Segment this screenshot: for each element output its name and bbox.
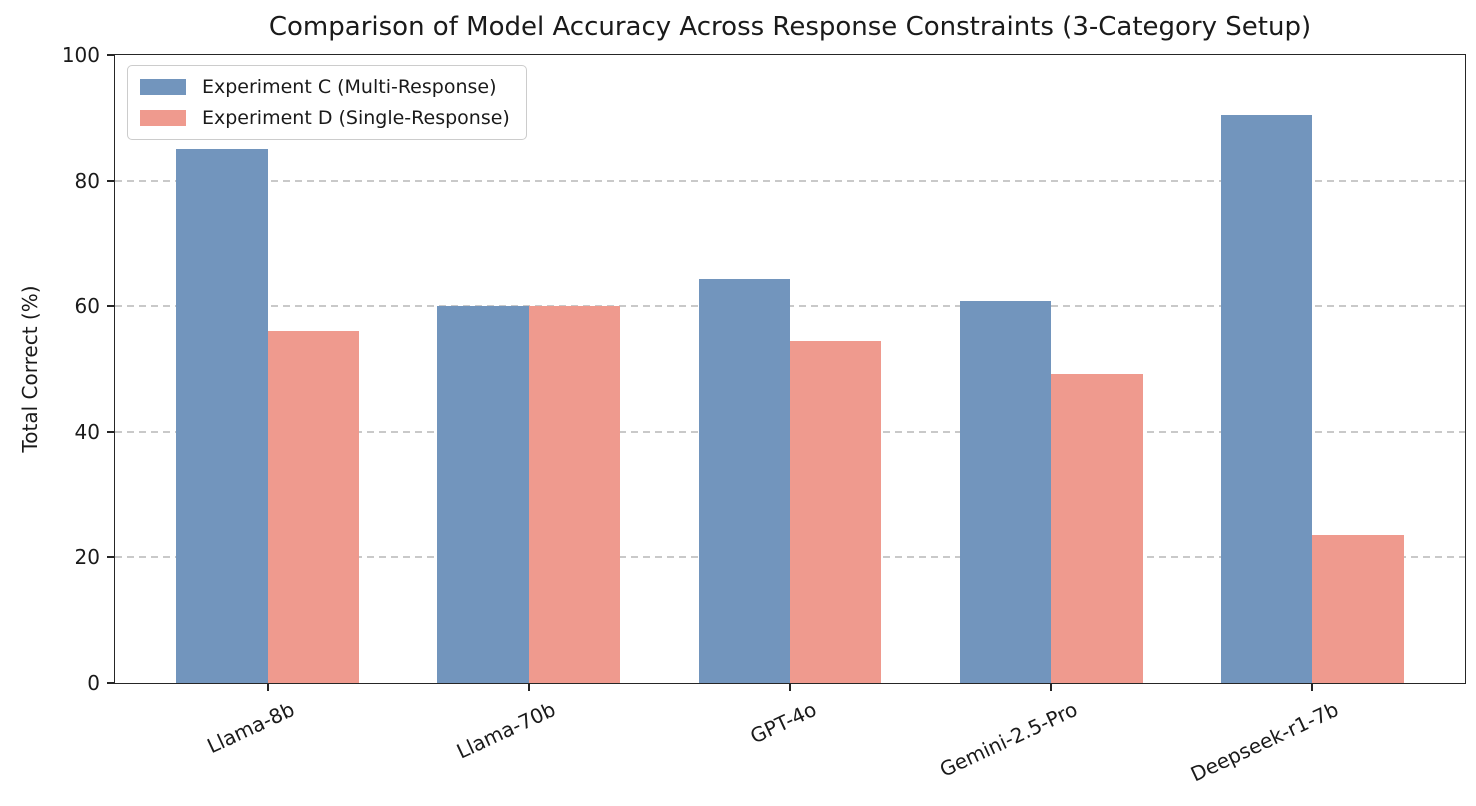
legend-label-experiment-d: Experiment D (Single-Response) <box>202 107 510 129</box>
bar-experiment-d-gemini-2-5-pro <box>1051 374 1143 683</box>
legend-swatch-experiment-d <box>140 110 186 126</box>
y-tick-label-40: 40 <box>74 419 100 444</box>
x-tick-mark-gpt-4o <box>789 683 791 691</box>
bar-experiment-c-llama-8b <box>176 149 268 683</box>
gridline-y-60 <box>115 305 1465 308</box>
y-tick-label-100: 100 <box>61 43 100 67</box>
chart-title: Comparison of Model Accuracy Across Resp… <box>268 12 1312 42</box>
y-tick-label-60: 60 <box>74 294 100 319</box>
bar-experiment-c-gemini-2-5-pro <box>959 301 1052 683</box>
x-tick-mark-llama-8b <box>266 683 269 691</box>
y-tick-mark-0 <box>107 682 115 684</box>
x-tick-mark-llama-70b <box>527 683 530 691</box>
plot-area: Experiment C (Multi-Response) Experiment… <box>114 54 1466 684</box>
x-tick-label-gemini-2-5-pro: Gemini-2.5-Pro <box>936 697 1082 782</box>
legend-entry-experiment-d: Experiment D (Single-Response) <box>140 107 510 129</box>
x-tick-label-deepseek-r1-7b: Deepseek-r1-7b <box>1187 697 1343 787</box>
x-tick-label-llama-70b: Llama-70b <box>452 697 560 764</box>
bar-experiment-d-llama-70b <box>528 306 621 683</box>
legend: Experiment C (Multi-Response) Experiment… <box>127 65 527 140</box>
bar-experiment-d-gpt-4o <box>790 340 882 683</box>
x-tick-mark-gemini-2-5-pro <box>1050 683 1053 691</box>
bar-experiment-d-llama-8b <box>267 331 360 683</box>
x-tick-mark-deepseek-r1-7b <box>1311 683 1314 691</box>
legend-label-experiment-c: Experiment C (Multi-Response) <box>202 76 497 98</box>
y-tick-label-80: 80 <box>74 168 100 193</box>
y-tick-mark-20 <box>107 556 115 559</box>
y-tick-mark-40 <box>107 430 115 433</box>
bar-experiment-d-deepseek-r1-7b <box>1312 535 1404 683</box>
y-tick-mark-80 <box>107 179 115 182</box>
bar-experiment-c-gpt-4o <box>698 279 790 683</box>
x-tick-label-llama-8b: Llama-8b <box>203 697 298 759</box>
x-tick-label-gpt-4o: GPT-4o <box>746 697 821 749</box>
y-tick-mark-100 <box>107 54 115 56</box>
y-tick-label-0: 0 <box>87 671 100 695</box>
y-tick-label-20: 20 <box>74 545 100 570</box>
bar-experiment-c-llama-70b <box>437 306 529 683</box>
y-tick-mark-60 <box>107 305 115 308</box>
legend-entry-experiment-c: Experiment C (Multi-Response) <box>140 76 510 98</box>
bar-experiment-c-deepseek-r1-7b <box>1220 114 1313 683</box>
gridline-y-80 <box>115 179 1465 182</box>
legend-swatch-experiment-c <box>140 79 186 95</box>
